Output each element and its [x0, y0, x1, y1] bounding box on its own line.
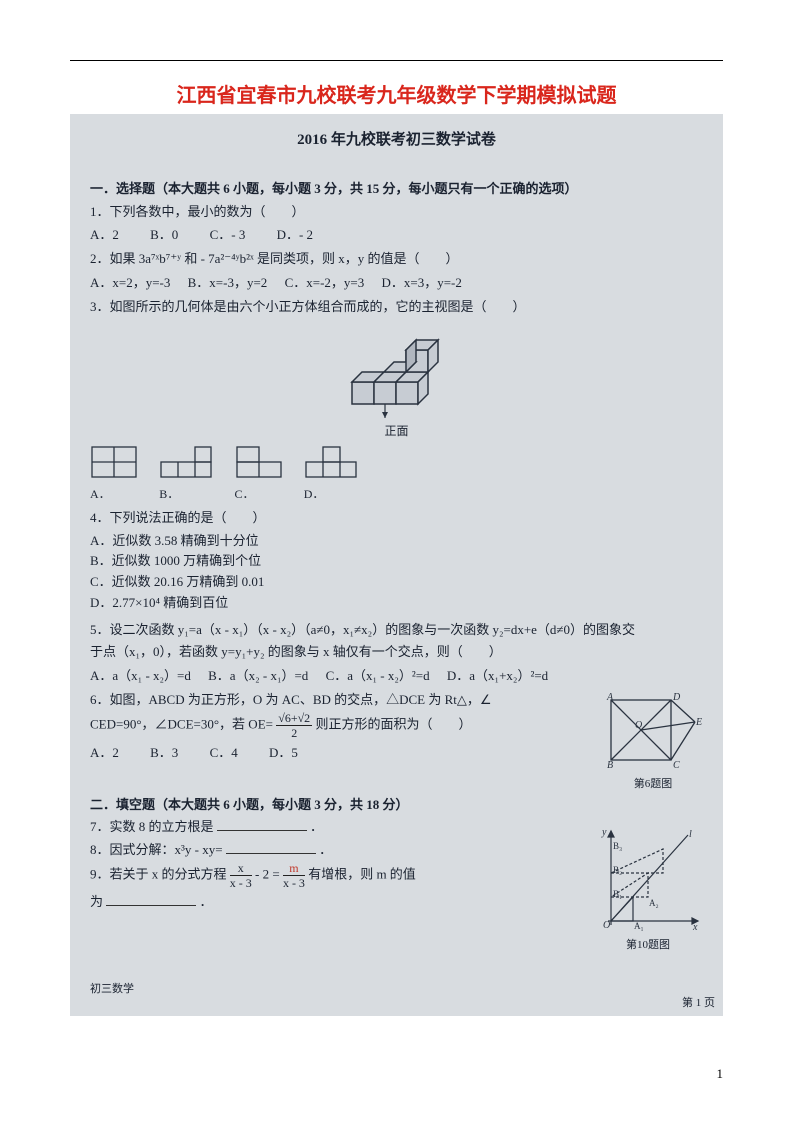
q2-stem: 2．如果 3a⁷ˣb⁷⁺ʸ 和 - 7a²⁻⁴ʸb²ˣ 是同类项，则 x，y 的…: [90, 249, 703, 269]
q8-text: 8．因式分解：x³y - xy=: [90, 842, 223, 857]
q10-caption: 第10题图: [593, 936, 703, 952]
q1-opt-a: A．2: [90, 224, 119, 243]
main-title: 江西省宜春市九校联考九年级数学下学期模拟试题: [70, 79, 723, 108]
section1-header: 一．选择题（本大题共 6 小题，每小题 3 分，共 15 分，每小题只有一个正确…: [90, 179, 703, 199]
exam-subtitle: 2016 年九校联考初三数学试卷: [90, 128, 703, 149]
q9-frac1-den: x - 3: [230, 876, 252, 889]
q2-opt-b: B．x=-3，y=2: [188, 272, 268, 291]
q2-opt-a: A．x=2，y=-3: [90, 272, 170, 291]
front-label: 正面: [90, 422, 703, 439]
q3-opt-c: C．: [235, 485, 283, 502]
q5-stem-2: 于点（x₁，0），若函数 y=y₁+y₂ 的图象与 x 轴仅有一个交点，则（ ）: [90, 642, 703, 662]
q8-blank: [226, 840, 316, 854]
q6-caption: 第6题图: [603, 775, 703, 791]
svg-text:A: A: [606, 692, 614, 703]
q4-options: A．近似数 3.58 精确到十分位 B．近似数 1000 万精确到个位 C．近似…: [90, 531, 703, 614]
q9-mid: - 2 =: [255, 867, 283, 882]
q7-blank: [217, 817, 307, 831]
q5-stem-1: 5．设二次函数 y₁=a（x - x₁）（x - x₂）（a≠0，x₁≠x₂）的…: [90, 620, 703, 640]
svg-text:x: x: [692, 922, 698, 933]
page-number-inner: 第 1 页: [682, 994, 715, 1010]
q6-opt-d: D．5: [269, 742, 298, 761]
svg-text:O: O: [635, 720, 642, 731]
q5-opt-c: C．a（x₁ - x₂）²=d: [326, 665, 430, 684]
q6-figure: A D B C E O 第6题图: [603, 692, 703, 791]
q9-blank: [106, 892, 196, 906]
q3-options: A． B．: [90, 445, 703, 502]
q9-frac2-den: x - 3: [283, 876, 305, 889]
footer-label: 初三数学: [90, 980, 703, 996]
q2-opt-d: D．x=3，y=-2: [381, 272, 461, 291]
q9-frac2-num: m: [283, 862, 305, 876]
q2-opt-c: C．x=-2，y=3: [285, 272, 365, 291]
q5-opt-a: A．a（x₁ - x₂）=d: [90, 665, 191, 684]
svg-text:E: E: [695, 717, 702, 728]
q7-text: 7．实数 8 的立方根是: [90, 819, 214, 834]
svg-text:A₂: A₂: [649, 898, 659, 908]
coord-diagram-icon: O x y l A₁ A₂ B₁ B₂ B₃: [593, 823, 703, 933]
q3-opt-c-shape: [235, 445, 283, 479]
q3-opt-b-shape: [159, 445, 213, 479]
svg-text:l: l: [689, 829, 692, 840]
q3-opt-b: B．: [159, 485, 213, 502]
svg-text:B₃: B₃: [613, 841, 622, 851]
top-rule: [70, 60, 723, 61]
q6-opt-a: A．2: [90, 742, 119, 761]
q5-opt-b: B．a（x₂ - x₁）=d: [208, 665, 308, 684]
svg-text:y: y: [601, 827, 607, 838]
q1-stem: 1．下列各数中，最小的数为（ ）: [90, 202, 703, 222]
q5-options: A．a（x₁ - x₂）=d B．a（x₂ - x₁）=d C．a（x₁ - x…: [90, 665, 703, 684]
q6-fraction: √6+√2 2: [276, 712, 312, 739]
svg-text:C: C: [673, 760, 680, 771]
q9-c: 为: [90, 894, 103, 909]
q1-opt-c: C．- 3: [210, 224, 246, 243]
q9-frac2: m x - 3: [283, 862, 305, 889]
q6-frac-num: √6+√2: [276, 712, 312, 726]
q6-stem-2a: CED=90°，∠DCE=30°，若 OE=: [90, 717, 273, 732]
q3-stem: 3．如图所示的几何体是由六个小正方体组合而成的，它的主视图是（ ）: [90, 297, 703, 317]
q6-stem-2b: 则正方形的面积为（ ）: [315, 717, 471, 732]
svg-text:B₂: B₂: [613, 865, 622, 875]
q10-figure: O x y l A₁ A₂ B₁ B₂ B₃ 第10题图: [593, 823, 703, 952]
q3-opt-a: A．: [90, 485, 138, 502]
q3-opt-d-shape: [304, 445, 358, 479]
square-diagram-icon: A D B C E O: [603, 692, 703, 772]
page-container: 江西省宜春市九校联考九年级数学下学期模拟试题 2016 年九校联考初三数学试卷 …: [0, 0, 793, 1056]
q1-opt-d: D．- 2: [277, 224, 313, 243]
svg-text:B₁: B₁: [613, 889, 622, 899]
exam-paper: 2016 年九校联考初三数学试卷 一．选择题（本大题共 6 小题，每小题 3 分…: [70, 114, 723, 1016]
q6-opt-c: C．4: [210, 742, 238, 761]
q9-b: 有增根，则 m 的值: [308, 867, 416, 882]
q9-frac1: x x - 3: [230, 862, 252, 889]
cube-stack-icon: [332, 322, 462, 422]
svg-text:O: O: [603, 920, 610, 931]
section2-header: 二．填空题（本大题共 6 小题，每小题 3 分，共 18 分）: [90, 795, 703, 815]
q4-opt-b: B．近似数 1000 万精确到个位: [90, 551, 384, 572]
q4-opt-d: D．2.77×10⁴ 精确到百位: [90, 593, 384, 614]
q9-a: 9．若关于 x 的分式方程: [90, 867, 230, 882]
q3-3d-figure: 正面: [90, 322, 703, 439]
q1-opt-b: B．0: [150, 224, 178, 243]
q5-opt-d: D．a（x₁+x₂）²=d: [447, 665, 548, 684]
svg-text:A₁: A₁: [634, 921, 644, 931]
q3-opt-d: D．: [304, 485, 358, 502]
q6-frac-den: 2: [276, 726, 312, 739]
svg-text:D: D: [672, 692, 681, 703]
q4-stem: 4．下列说法正确的是（ ）: [90, 508, 703, 528]
q4-opt-c: C．近似数 20.16 万精确到 0.01: [90, 572, 384, 593]
svg-text:B: B: [607, 760, 613, 771]
q2-options: A．x=2，y=-3 B．x=-3，y=2 C．x=-2，y=3 D．x=3，y…: [90, 272, 703, 291]
q4-opt-a: A．近似数 3.58 精确到十分位: [90, 531, 384, 552]
q9-frac1-num: x: [230, 862, 252, 876]
q1-options: A．2 B．0 C．- 3 D．- 2: [90, 224, 703, 243]
q3-opt-a-shape: [90, 445, 138, 479]
page-number-outer: 1: [717, 1066, 724, 1082]
q6-opt-b: B．3: [150, 742, 178, 761]
